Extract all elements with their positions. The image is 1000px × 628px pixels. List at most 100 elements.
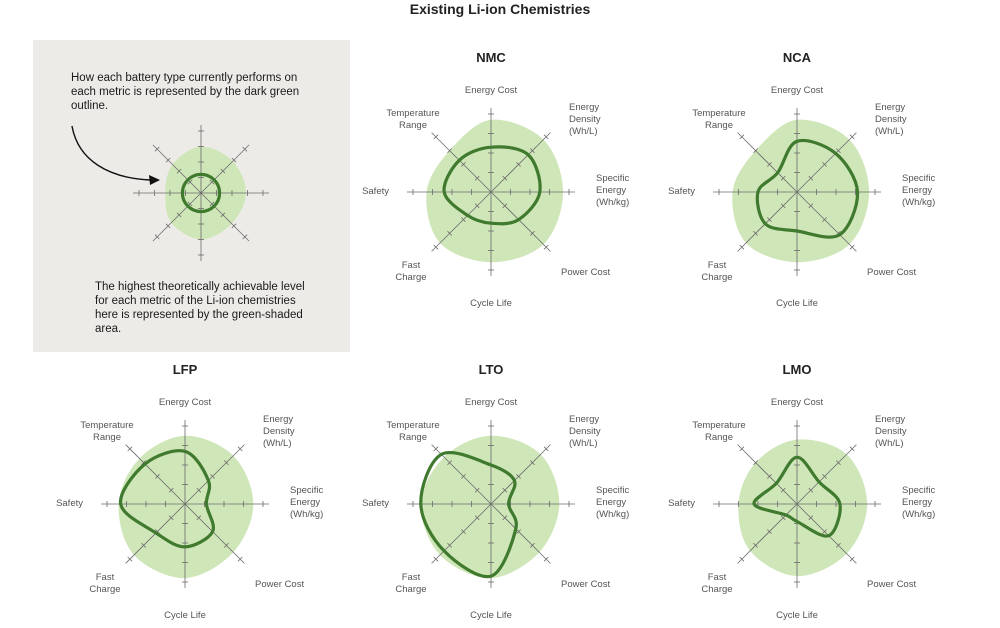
axis-label-line: (Wh/L)	[875, 437, 904, 449]
axis-tick	[529, 148, 535, 154]
axis-label-safety: Safety	[362, 498, 389, 510]
axis-tick	[474, 487, 480, 493]
axis-tick	[223, 460, 229, 466]
axis-label-energy_cost: Energy Cost	[465, 397, 517, 409]
axis-label-fast_charge: Fast Charge	[395, 572, 426, 596]
axis-tick	[155, 474, 160, 479]
axis-tick	[502, 175, 508, 181]
axis-tick	[127, 446, 133, 452]
axis-tick	[767, 529, 772, 534]
axis-label-line: Specific	[596, 484, 630, 496]
axis-tick	[242, 146, 248, 152]
axis-tick	[753, 230, 759, 236]
axis-tick	[780, 515, 786, 521]
axis-tick	[529, 460, 535, 466]
axis-label-line: Safety	[362, 185, 389, 197]
axis-tick	[209, 179, 215, 185]
axis-label-safety: Safety	[668, 186, 695, 198]
axis-line-power_cost	[490, 191, 551, 252]
axis-label-line: Energy	[596, 496, 627, 508]
axis-tick	[242, 234, 248, 240]
axis-label-line: Energy	[596, 184, 627, 196]
potential-area	[420, 435, 560, 579]
axis-label-line: Energy	[263, 413, 294, 425]
legend-arrow	[71, 125, 151, 181]
axis-tick	[141, 460, 147, 466]
axis-label-fast_charge: Fast Charge	[701, 260, 732, 284]
axis-label-line: Temperature	[692, 108, 746, 119]
axis-label-line: Temperature	[386, 108, 440, 119]
axis-tick	[529, 230, 535, 236]
axis-tick	[447, 148, 453, 154]
axis-tick	[176, 168, 182, 174]
axis-label-energy_cost: Energy Cost	[771, 397, 823, 409]
axis-tick	[849, 244, 855, 250]
axis-tick	[461, 474, 466, 479]
axis-line-energy_density	[490, 444, 551, 505]
axis-label-line: Energy Cost	[464, 396, 518, 408]
axis-label-power_cost: Power Cost	[561, 579, 610, 591]
axis-tick	[154, 146, 160, 152]
radar-axes	[407, 420, 575, 588]
axis-label-line: Temperature	[692, 420, 746, 431]
axis-label-line: Charge	[701, 584, 733, 595]
axis-tick	[835, 148, 841, 154]
axis-tick	[433, 244, 439, 250]
axis-tick	[168, 487, 174, 493]
axis-label-line: (Wh/kg)	[902, 508, 936, 520]
axis-line-temperature_range	[431, 132, 492, 193]
axis-tick	[231, 223, 237, 229]
axis-label-line: Charge	[701, 272, 733, 283]
axis-label-line: Power Cost	[867, 266, 917, 278]
axis-line-energy_density	[490, 132, 551, 193]
axis-line-temperature_range	[737, 132, 798, 193]
axis-label-line: Cycle Life	[164, 609, 206, 621]
legend-axes	[133, 125, 269, 261]
axis-label-line: Fast	[707, 260, 727, 271]
axis-label-line: Safety	[668, 185, 695, 197]
axis-line-energy_density	[200, 144, 250, 194]
axis-label-line: Energy	[569, 413, 600, 425]
axis-label-cycle_life: Cycle Life	[776, 298, 818, 310]
axis-label-line: Fast	[95, 572, 115, 583]
current-outline	[119, 449, 215, 549]
axis-label-line: Safety	[56, 497, 83, 509]
axis-label-energy_density: Energy Density (Wh/L)	[569, 102, 601, 138]
axis-tick	[780, 203, 786, 209]
axis-tick	[237, 446, 243, 452]
axis-label-line: Energy	[875, 101, 906, 113]
axis-label-line: (Wh/kg)	[902, 196, 936, 208]
axis-tick	[767, 474, 772, 479]
radar-axes	[407, 108, 575, 276]
legend-arrowhead-icon	[149, 175, 160, 185]
axis-tick	[835, 542, 841, 548]
axis-line-power_cost	[490, 503, 551, 564]
axis-tick	[502, 487, 508, 493]
axis-label-line: (Wh/L)	[569, 125, 598, 137]
axis-line-energy_density	[796, 132, 857, 193]
axis-label-energy_density: Energy Density (Wh/L)	[875, 414, 907, 450]
current-outline	[752, 455, 842, 538]
axis-label-line: Safety	[668, 497, 695, 509]
axis-tick	[753, 148, 759, 154]
axis-tick	[474, 175, 480, 181]
axis-label-line: Cycle Life	[776, 609, 818, 621]
axis-tick	[543, 244, 549, 250]
axis-label-line: Range	[399, 432, 427, 443]
axis-label-safety: Safety	[668, 498, 695, 510]
axis-tick	[767, 162, 772, 167]
axis-tick	[849, 446, 855, 452]
axis-tick	[433, 556, 439, 562]
axis-line-fast_charge	[737, 191, 798, 252]
axis-label-line: Density	[569, 425, 601, 437]
axis-label-line: (Wh/L)	[263, 437, 292, 449]
axis-label-line: Charge	[89, 584, 121, 595]
axis-label-energy_cost: Energy Cost	[771, 85, 823, 97]
axis-tick	[543, 556, 549, 562]
axis-tick	[753, 460, 759, 466]
axis-label-line: Temperature	[386, 420, 440, 431]
axis-label-line: Fast	[707, 572, 727, 583]
axis-label-line: Safety	[362, 497, 389, 509]
legend-area-text: The highest theoretically achievable lev…	[95, 281, 305, 335]
